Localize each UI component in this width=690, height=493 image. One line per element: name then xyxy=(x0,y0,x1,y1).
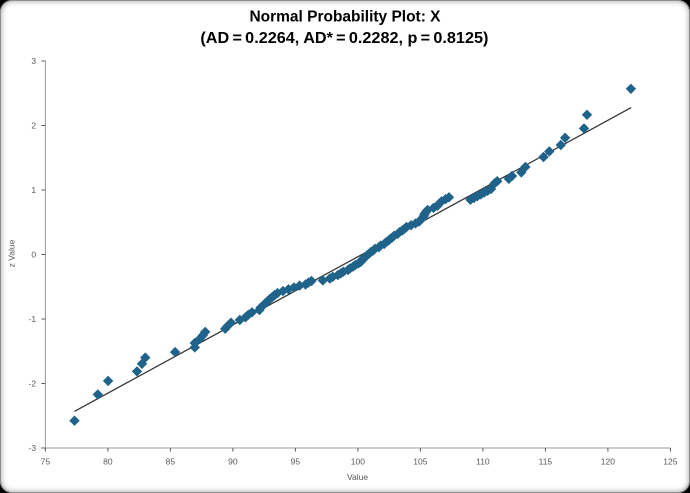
svg-text:0: 0 xyxy=(31,249,36,259)
svg-text:-2: -2 xyxy=(29,378,37,388)
svg-text:115: 115 xyxy=(539,456,553,466)
svg-text:100: 100 xyxy=(351,456,365,466)
svg-text:-3: -3 xyxy=(29,443,37,453)
svg-text:110: 110 xyxy=(476,456,490,466)
svg-text:80: 80 xyxy=(103,456,113,466)
svg-text:(AD = 0.2264, AD* = 0.2282, p: (AD = 0.2264, AD* = 0.2282, p = 0.8125) xyxy=(200,30,488,47)
svg-text:120: 120 xyxy=(601,456,615,466)
svg-text:90: 90 xyxy=(228,456,238,466)
svg-text:1: 1 xyxy=(31,185,36,195)
svg-text:Normal Probability Plot: X: Normal Probability Plot: X xyxy=(250,9,442,26)
svg-text:2: 2 xyxy=(31,120,36,130)
svg-text:85: 85 xyxy=(166,456,176,466)
svg-text:125: 125 xyxy=(663,456,677,466)
svg-text:3: 3 xyxy=(31,56,36,66)
svg-text:z Value: z Value xyxy=(7,239,17,267)
svg-text:Value: Value xyxy=(347,472,368,482)
svg-text:105: 105 xyxy=(413,456,427,466)
svg-text:-1: -1 xyxy=(29,314,37,324)
svg-text:95: 95 xyxy=(291,456,301,466)
svg-text:75: 75 xyxy=(41,456,51,466)
